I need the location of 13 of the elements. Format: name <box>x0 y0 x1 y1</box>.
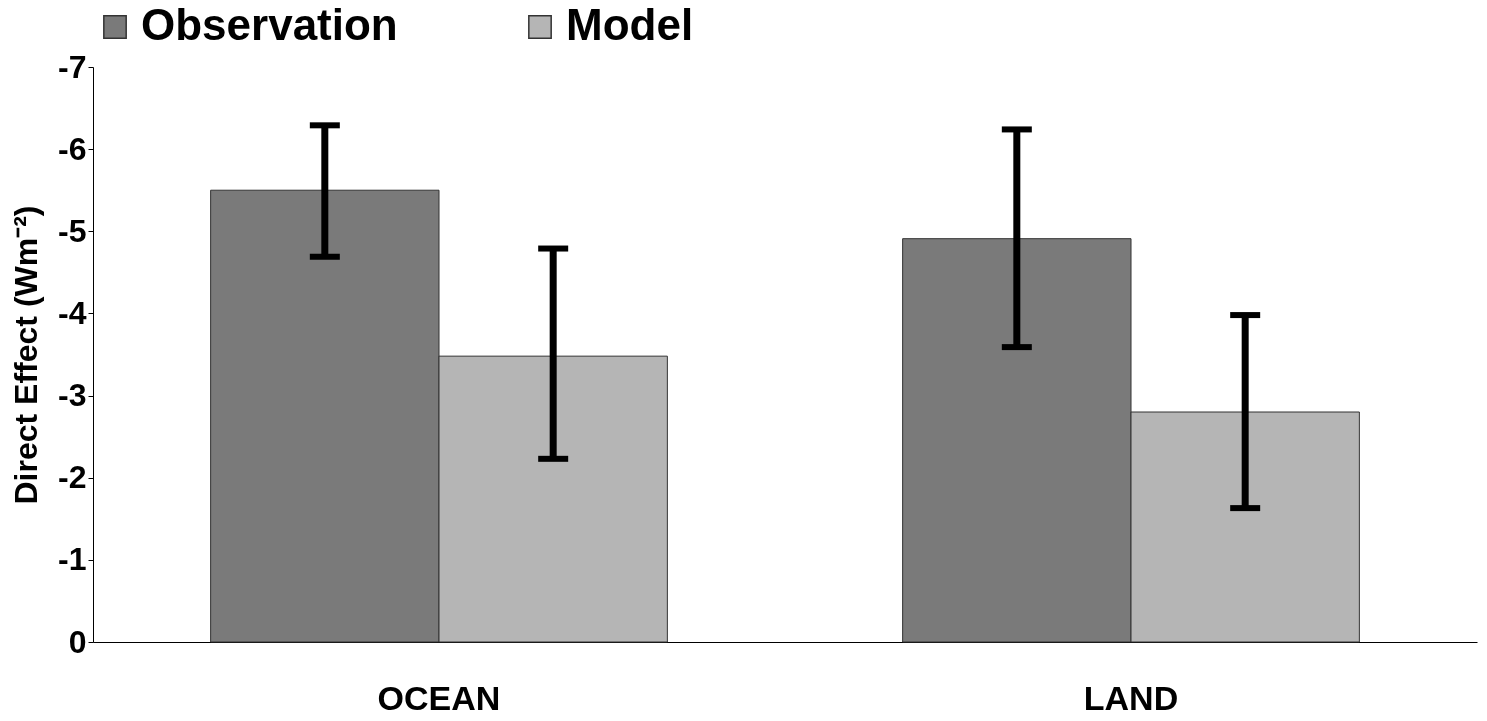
legend-label: Model <box>566 0 694 49</box>
y-axis-title: Direct Effect (Wm⁻²) <box>8 205 45 505</box>
y-tick-label: -2 <box>58 459 87 496</box>
legend-label: Observation <box>141 0 398 49</box>
y-tick-label: -6 <box>58 130 87 167</box>
y-tick-label: -5 <box>58 212 87 249</box>
y-tick-label: -1 <box>58 541 87 578</box>
x-tick-label: OCEAN <box>377 678 501 717</box>
y-tick-label: -7 <box>58 48 87 85</box>
x-tick-label: LAND <box>1083 678 1179 717</box>
y-tick-label: -3 <box>58 377 87 414</box>
y-tick-label: 0 <box>68 623 87 660</box>
y-tick-label: -4 <box>58 294 87 331</box>
